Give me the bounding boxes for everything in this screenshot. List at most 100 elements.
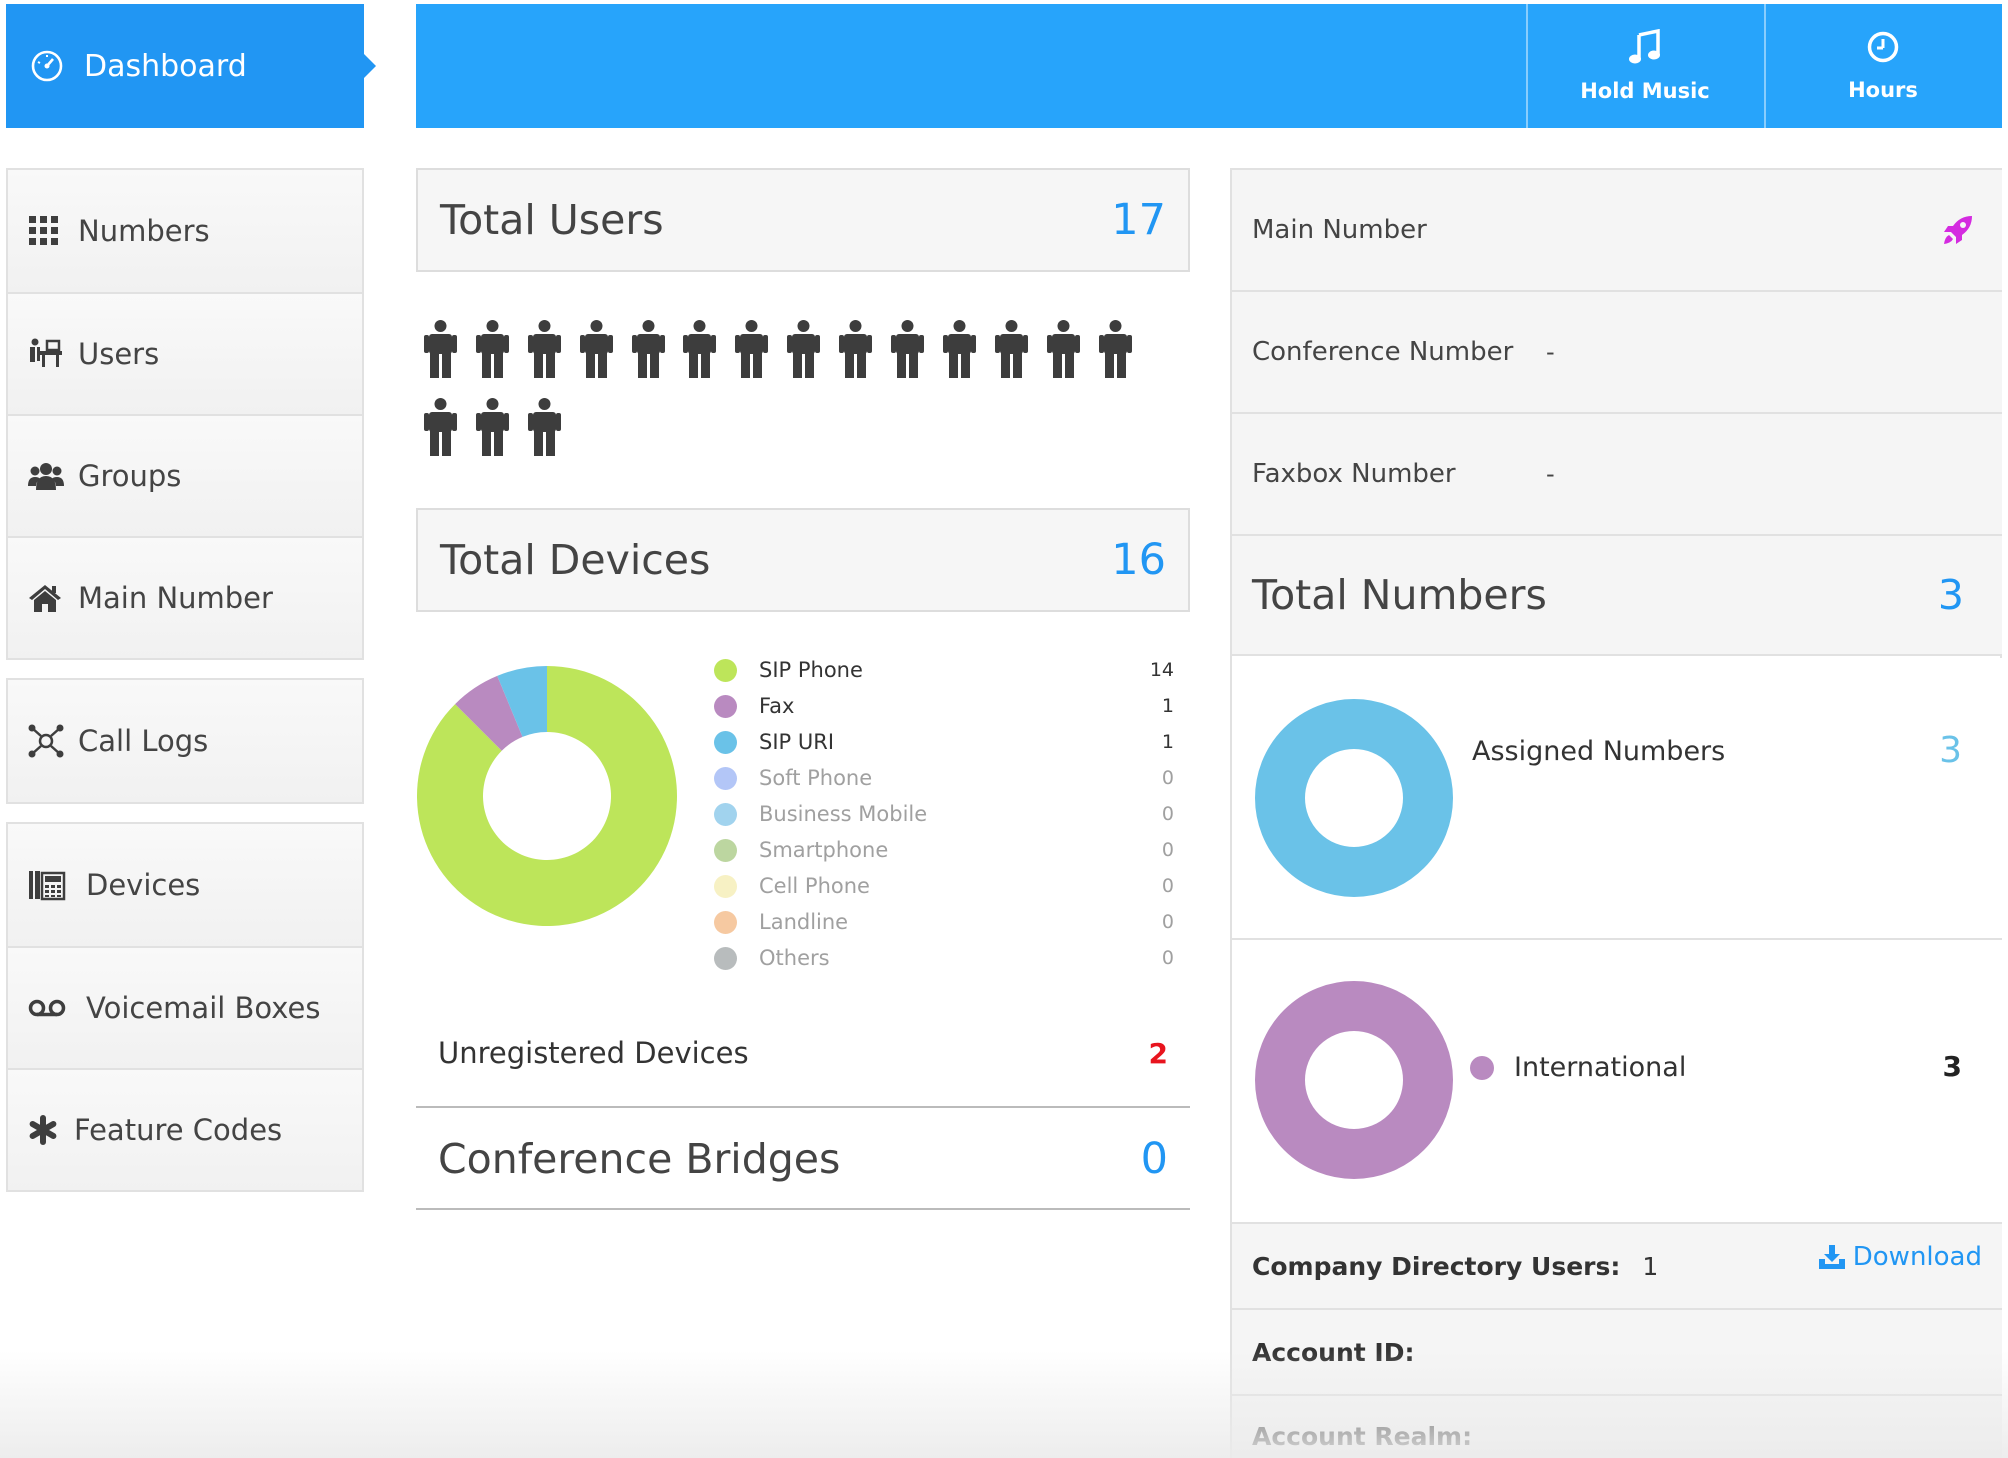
conference-bridges-label: Conference Bridges — [438, 1135, 841, 1183]
donut-slice-sip-uri[interactable] — [497, 666, 547, 737]
sidebar-item-call-logs[interactable]: Call Logs — [8, 680, 362, 802]
sidebar-group-logs: Call Logs — [6, 678, 364, 804]
sidebar-item-users[interactable]: Users — [8, 292, 362, 414]
legend-dot — [714, 766, 737, 790]
main-number-label: Main Number — [1252, 215, 1427, 245]
assigned-numbers-section: Assigned Numbers 3 — [1232, 658, 2002, 940]
faxbox-number-value: - — [1546, 460, 1555, 488]
hold-music-button[interactable]: Hold Music — [1526, 4, 1762, 128]
legend-label: SIP Phone — [759, 658, 863, 682]
company-directory-label: Company Directory Users: — [1252, 1251, 1621, 1281]
total-users-title: Total Users — [440, 196, 664, 244]
legend-item-fax[interactable]: Fax 1 — [714, 688, 1174, 724]
person-icon — [787, 320, 821, 378]
legend-value: 1 — [1161, 731, 1174, 753]
total-devices-count: 16 — [1111, 535, 1166, 585]
grid-icon — [28, 211, 78, 251]
international-numbers-ring — [1255, 981, 1453, 1179]
sidebar-item-main-number[interactable]: Main Number — [8, 536, 362, 658]
group-icon — [28, 456, 78, 496]
top-bar: Hold Music Hours — [416, 4, 2002, 128]
download-icon — [1818, 1245, 1845, 1269]
total-numbers-row: Total Numbers 3 — [1232, 534, 2002, 656]
sidebar-item-label: Call Logs — [78, 724, 209, 758]
legend-value: 0 — [1161, 947, 1174, 969]
sidebar-item-devices[interactable]: Devices — [8, 824, 362, 946]
legend-label: Fax — [759, 694, 795, 718]
legend-item-sip-phone[interactable]: SIP Phone 14 — [714, 652, 1174, 688]
devices-donut-chart — [417, 666, 677, 926]
assigned-numbers-count: 3 — [1939, 730, 1962, 771]
legend-item-others[interactable]: Others 0 — [714, 940, 1174, 976]
conference-number-value: - — [1546, 338, 1555, 366]
hold-music-label: Hold Music — [1580, 79, 1710, 103]
legend-item-soft-phone[interactable]: Soft Phone 0 — [714, 760, 1174, 796]
total-devices-title: Total Devices — [440, 536, 711, 584]
faxbox-number-label: Faxbox Number — [1252, 459, 1456, 489]
legend-item-business-mobile[interactable]: Business Mobile 0 — [714, 796, 1174, 832]
legend-dot — [714, 874, 737, 898]
sidebar-item-label: Users — [78, 337, 160, 371]
dashboard-tab[interactable]: Dashboard — [6, 4, 376, 128]
download-label: Download — [1852, 1242, 1982, 1272]
person-icon — [1098, 320, 1132, 378]
dashboard-label: Dashboard — [84, 48, 247, 84]
person-icon — [475, 320, 509, 378]
legend-label: Others — [759, 946, 830, 970]
legend-value: 0 — [1161, 803, 1174, 825]
hours-label: Hours — [1848, 78, 1918, 102]
conference-bridges-row: Conference Bridges 0 — [416, 1110, 1190, 1210]
sidebar-item-label: Numbers — [78, 214, 210, 248]
total-devices-card: Total Devices 16 — [416, 508, 1190, 612]
sidebar-item-feature-codes[interactable]: Feature Codes — [8, 1068, 362, 1190]
person-icon — [683, 320, 717, 378]
person-icon — [942, 320, 976, 378]
legend-label: Cell Phone — [759, 874, 870, 898]
main-number-row: Main Number — [1232, 168, 2002, 290]
assigned-numbers-ring — [1255, 699, 1453, 897]
legend-dot — [714, 946, 737, 970]
devices-legend: SIP Phone 14 Fax 1 SIP URI 1 Soft Phone 0 Busine… — [714, 652, 1174, 976]
total-numbers-label: Total Numbers — [1252, 571, 1547, 619]
international-numbers-donut — [1255, 981, 1453, 1179]
sidebar-item-groups[interactable]: Groups — [8, 414, 362, 536]
download-button[interactable]: Download — [1818, 1242, 1982, 1272]
legend-item-landline[interactable]: Landline 0 — [714, 904, 1174, 940]
person-icon — [527, 320, 561, 378]
clock-icon — [1867, 31, 1899, 63]
rocket-icon[interactable] — [1942, 214, 1974, 253]
person-icon — [424, 398, 457, 456]
hours-button[interactable]: Hours — [1764, 4, 2000, 128]
legend-dot — [714, 802, 737, 826]
legend-label: Landline — [759, 910, 849, 934]
legend-item-sip-uri[interactable]: SIP URI 1 — [714, 724, 1174, 760]
person-icon — [839, 320, 873, 378]
unregistered-devices-count: 2 — [1148, 1036, 1168, 1070]
legend-dot — [714, 730, 737, 754]
total-numbers-count: 3 — [1937, 571, 1964, 619]
assigned-numbers-donut — [1255, 699, 1453, 897]
users-desk-icon — [28, 334, 78, 374]
international-label: International — [1514, 1052, 1687, 1083]
music-note-icon — [1629, 29, 1660, 64]
sidebar-item-numbers[interactable]: Numbers — [8, 170, 362, 292]
legend-item-smartphone[interactable]: Smartphone 0 — [714, 832, 1174, 868]
international-numbers-section: International 3 — [1232, 940, 2002, 1222]
sidebar-item-voicemail-boxes[interactable]: Voicemail Boxes — [8, 946, 362, 1068]
legend-item-cell-phone[interactable]: Cell Phone 0 — [714, 868, 1174, 904]
conference-number-row: Conference Number - — [1232, 290, 2002, 412]
account-realm-label: Account Realm: — [1252, 1422, 1473, 1451]
person-icon — [579, 320, 613, 378]
phone-device-icon — [28, 865, 86, 905]
person-icon — [735, 320, 769, 378]
person-icon — [527, 398, 561, 456]
person-icon — [891, 320, 925, 378]
donut-slice-fax[interactable] — [455, 675, 523, 751]
conference-bridges-count: 0 — [1140, 1134, 1168, 1184]
person-icon — [994, 320, 1028, 378]
sidebar-item-label: Voicemail Boxes — [86, 991, 321, 1025]
account-id-label: Account ID: — [1252, 1337, 1415, 1367]
voicemail-icon — [28, 988, 86, 1028]
unregistered-devices-label: Unregistered Devices — [438, 1036, 749, 1070]
